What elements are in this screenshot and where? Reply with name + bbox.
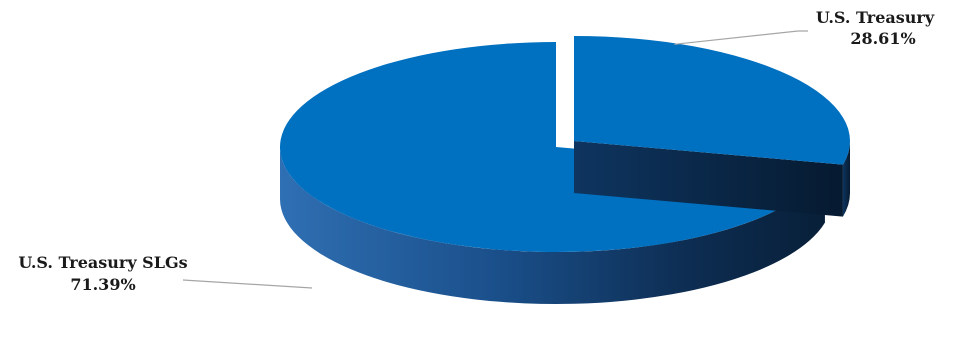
pie-labels: U.S. Treasury 28.61% U.S. Treasury SLGs … — [18, 8, 934, 294]
slice-label-us-treasury-slgs-value: 71.39% — [70, 275, 135, 294]
slice-us-treasury-top — [574, 36, 850, 165]
pie-slices — [279, 36, 850, 304]
slice-label-us-treasury-name: U.S. Treasury — [816, 8, 935, 27]
slice-us-treasury-slgs-side — [280, 147, 825, 304]
slice-label-us-treasury-slgs-name: U.S. Treasury SLGs — [18, 253, 187, 272]
slice-us-treasury-cut-face — [574, 141, 843, 217]
slice-us-treasury-side — [842, 141, 850, 217]
slice-label-us-treasury-value: 28.61% — [850, 29, 915, 48]
leader-line-us-treasury — [674, 30, 808, 45]
leader-line-us-treasury-slgs — [182, 279, 313, 289]
